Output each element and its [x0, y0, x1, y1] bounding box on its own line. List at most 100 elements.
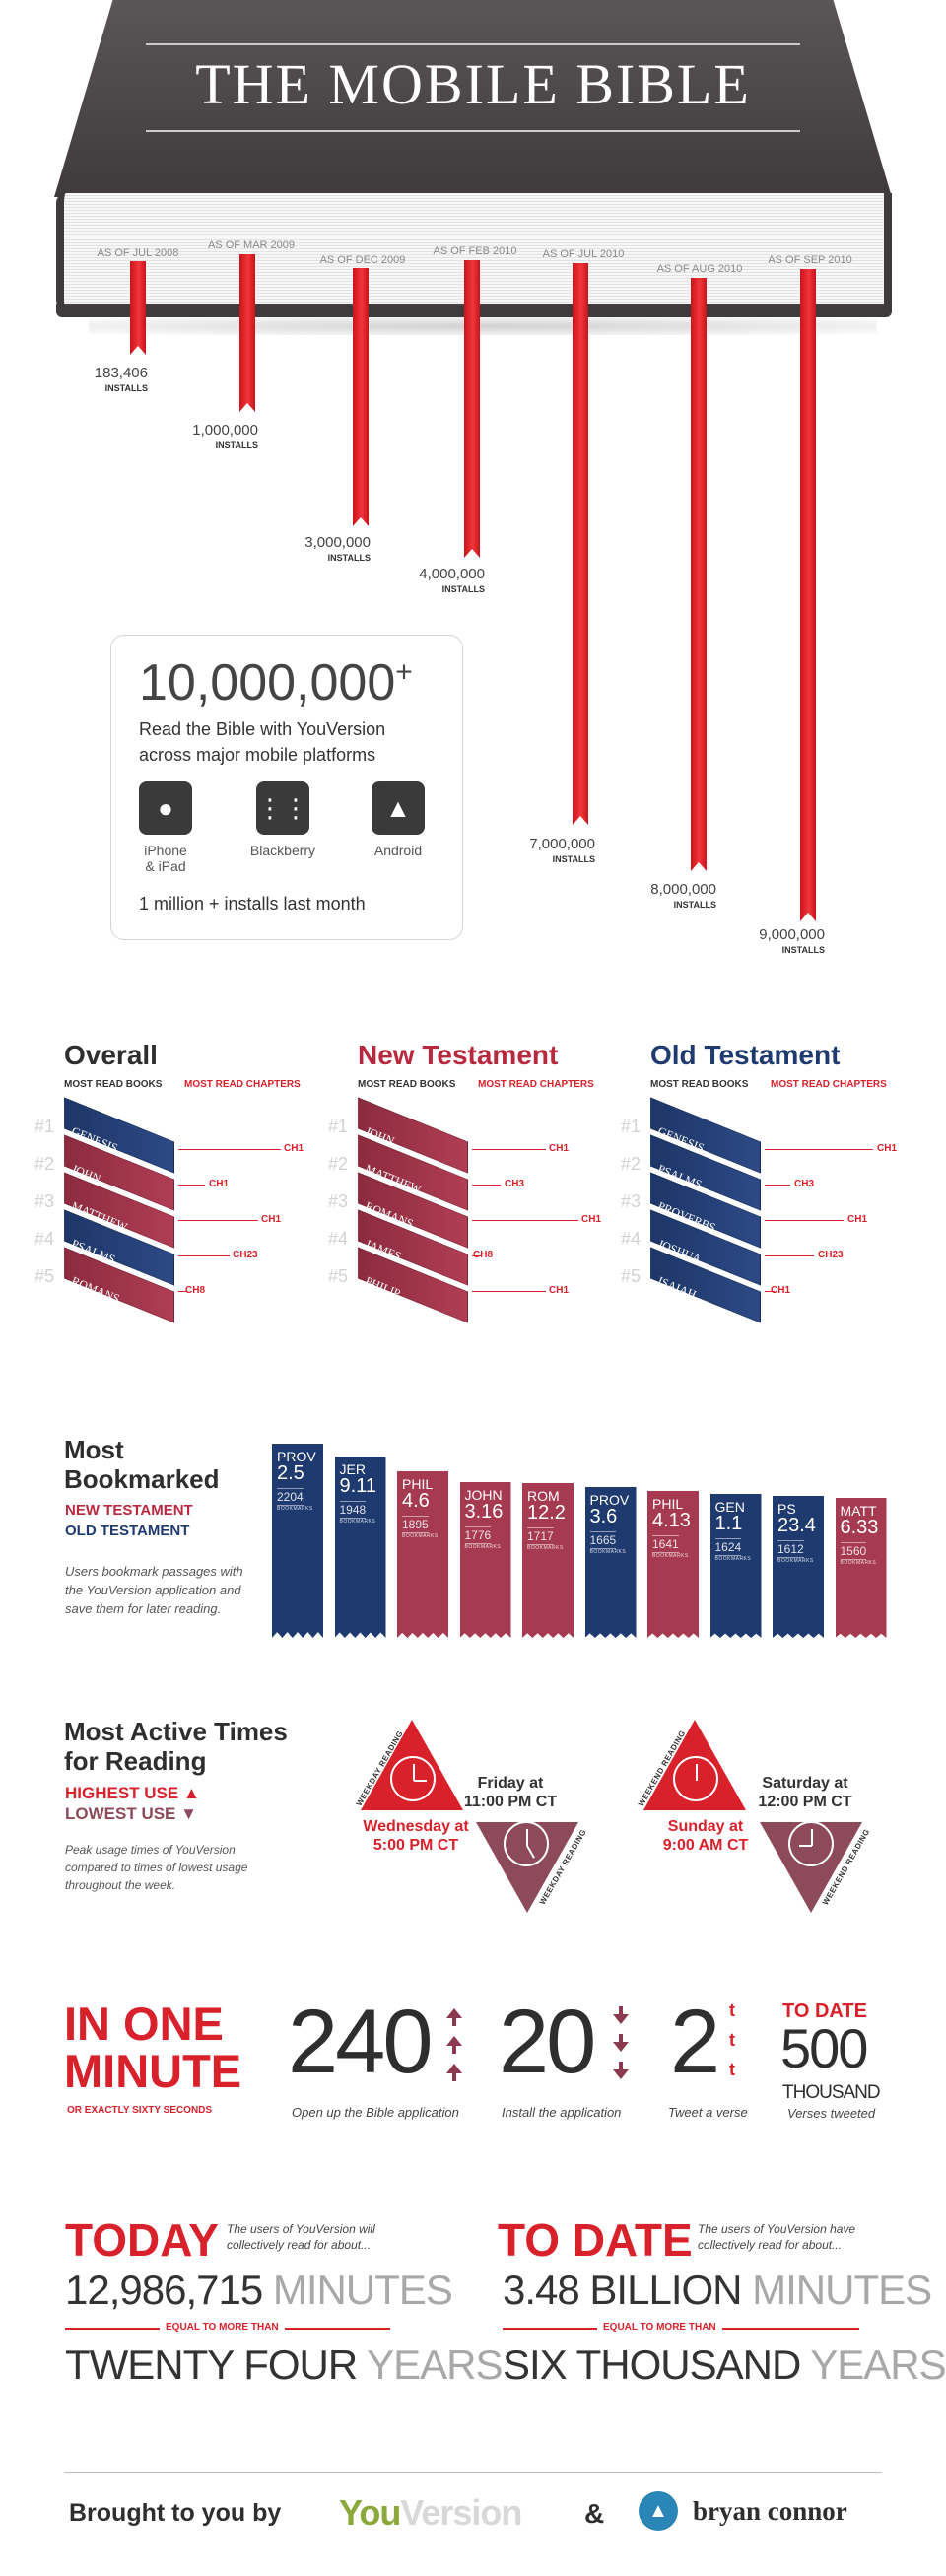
rank-label: #3 [328, 1191, 349, 1211]
lowest-use-legend: LOWEST USE ▼ [65, 1804, 197, 1824]
verses-tweeted-unit: THOUSAND [782, 2082, 881, 2103]
clock-hand [526, 1829, 528, 1846]
bookmark-verse: 4.13 [652, 1510, 691, 1531]
chapter-label: CH8 [185, 1285, 206, 1296]
arrow-stem [452, 2046, 456, 2054]
apple-icon: ● [139, 781, 192, 835]
in-one-minute-title-line1: IN ONE [64, 1998, 224, 2050]
rank-label: #4 [328, 1229, 349, 1249]
bookmark-ribbon: MATT 6.33 1560 BOOKMARKS [835, 1498, 887, 1638]
up-triangle-icon: ▲ [182, 1784, 200, 1802]
bookmark-verse: 9.11 [339, 1475, 376, 1497]
chapter-leader-line [765, 1149, 873, 1150]
milestone-ribbon [800, 269, 816, 921]
rank-label: #1 [328, 1117, 349, 1136]
chapter-label: CH1 [581, 1214, 602, 1225]
bookmark-ribbon: JOHN 3.16 1776 BOOKMARKS [459, 1482, 511, 1638]
total-installs-value: 10,000,000 [139, 654, 396, 712]
today-minutes: 12,986,715 MINUTES [65, 2267, 453, 2314]
weekday-peak-day: Friday at [477, 1775, 544, 1792]
most-read-chapters-label: MOST READ CHAPTERS [771, 1079, 887, 1090]
clock-hand [526, 1845, 535, 1859]
bookmark-count: 1624 [714, 1538, 742, 1556]
platform-label-blackberry: Blackberry [249, 843, 316, 858]
today-note: The users of YouVersion will collectively… [227, 2221, 375, 2253]
bookmark-verse: 4.6 [402, 1490, 430, 1512]
arrow-up-icon [446, 2036, 462, 2046]
legend-old-testament: OLD TESTAMENT [65, 1523, 190, 1539]
bookmark-book: ROM [527, 1488, 560, 1504]
bookmark-count: 1717 [527, 1527, 554, 1545]
bookmark-ribbon: GEN 1.1 1624 BOOKMARKS [710, 1494, 762, 1638]
lowest-use-label: LOWEST USE [65, 1804, 176, 1823]
bookmark-count: 1641 [652, 1535, 679, 1553]
bookmark-word: BOOKMARKS [652, 1553, 689, 1559]
milestone-installs: 4,000,000 [419, 566, 485, 582]
clock-hand [696, 1764, 698, 1781]
chapter-leader-line [472, 1149, 546, 1150]
chapter-label: CH1 [261, 1214, 282, 1225]
milestone-installs: 7,000,000 [529, 836, 595, 852]
title-rule-top [146, 43, 800, 45]
brought-to-you-by: Brought to you by [69, 2499, 282, 2527]
total-installs-plus: + [395, 655, 413, 689]
to-date-minutes-value: 3.48 BILLION [503, 2267, 742, 2313]
milestone-installs: 1,000,000 [192, 422, 258, 439]
bookmark-book: PHIL [652, 1496, 684, 1512]
bookmark-count: 1612 [777, 1540, 804, 1558]
today-minutes-unit: MINUTES [272, 2267, 453, 2313]
youversion-logo[interactable]: YouVersion [339, 2492, 522, 2534]
chapter-label: CH23 [233, 1250, 258, 1260]
rank-label: #3 [621, 1191, 642, 1211]
arrow-up-icon [446, 2008, 462, 2018]
chapter-label: CH3 [505, 1179, 525, 1189]
milestone-date: AS OF JUL 2010 [542, 248, 625, 260]
today-equal-label: EQUAL TO MORE THAN [160, 2322, 285, 2333]
active-times-title-line2: for Reading [64, 1746, 207, 1776]
chapter-leader-line [178, 1185, 205, 1186]
box-description-line2: across major mobile platforms [139, 745, 376, 765]
bryan-connor-name[interactable]: bryan connor [693, 2496, 847, 2526]
bookmark-count: 1895 [402, 1516, 429, 1533]
to-date-minutes: 3.48 BILLION MINUTES [503, 2267, 932, 2314]
footer-rule [64, 2472, 882, 2473]
bookmark-word: BOOKMARKS [339, 1519, 376, 1525]
twitter-icon: t [729, 2060, 735, 2079]
chapter-leader-line [178, 1291, 188, 1292]
milestone-installs: 183,406 [94, 365, 148, 381]
chapter-leader-line [472, 1255, 482, 1256]
stat-opens-value: 240 [288, 1992, 433, 2092]
today-years-unit: YEARS [367, 2341, 503, 2388]
bookmark-ribbon: PROV 2.5 2204 BOOKMARKS [272, 1444, 323, 1638]
bookmark-ribbon: PROV 3.6 1665 BOOKMARKS [584, 1487, 637, 1638]
milestone-ribbon [239, 254, 255, 412]
arrow-down-icon [613, 2042, 629, 2052]
weekday-low-hour: 5:00 PM CT [372, 1837, 459, 1854]
bryan-connor-logo-icon[interactable]: ▲ [639, 2491, 678, 2531]
clock-hand [413, 1764, 415, 1781]
arrow-down-icon [613, 2014, 629, 2024]
bookmark-ribbon: PS 23.4 1612 BOOKMARKS [773, 1496, 824, 1638]
chapter-label: CH1 [284, 1143, 304, 1154]
book-cover [54, 0, 892, 197]
stat-installs-value: 20 [499, 1992, 596, 2092]
chapter-label: CH1 [549, 1285, 570, 1296]
arrow-stem [619, 2062, 623, 2069]
bookmark-count: 1560 [840, 1542, 867, 1560]
to-date-label: TO DATE [782, 2000, 867, 2022]
bookmark-count: 1665 [589, 1531, 617, 1549]
legend-new-testament: NEW TESTAMENT [65, 1502, 193, 1519]
last-month-installs: 1 million + installs last month [139, 894, 366, 914]
chapter-label: CH1 [209, 1179, 230, 1189]
weekend-peak-day: Saturday at [762, 1775, 848, 1792]
chapter-leader-line [472, 1185, 501, 1186]
rank-label: #4 [34, 1229, 55, 1249]
bookmark-word: BOOKMARKS [589, 1549, 627, 1555]
platform-info-box: 10,000,000+ Read the Bible with YouVersi… [110, 635, 463, 940]
chapter-leader-line [765, 1185, 790, 1186]
chapter-label: CH3 [794, 1179, 815, 1189]
platform-label-android: Android [373, 843, 423, 858]
bookmark-word: BOOKMARKS [402, 1533, 439, 1539]
milestone-ribbon [464, 260, 480, 558]
chapter-label: CH1 [877, 1143, 898, 1154]
